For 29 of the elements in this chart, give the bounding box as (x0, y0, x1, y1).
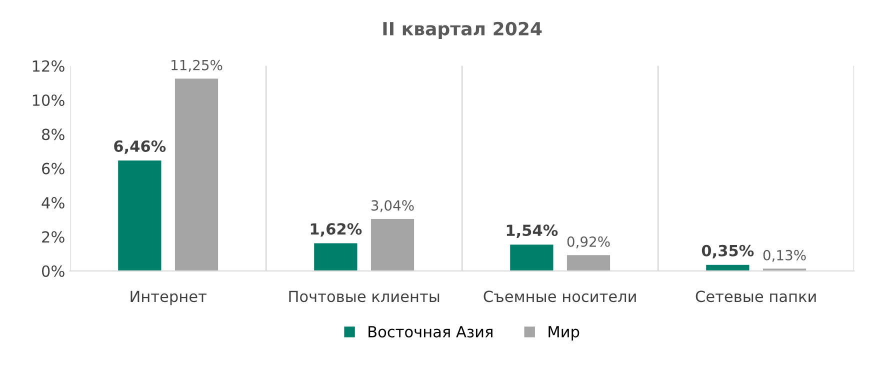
data-label: 0,92% (567, 236, 610, 248)
y-tick-label: 12% (32, 60, 64, 72)
bar (174, 78, 218, 271)
data-label: 3,04% (372, 200, 414, 212)
chart-title: II квартал 2024 (383, 22, 542, 39)
data-label: 6,46% (114, 140, 166, 154)
legend-label: Мир (548, 326, 580, 340)
y-tick-label: 8% (42, 128, 64, 140)
bar (566, 255, 610, 271)
data-label: 1,54% (506, 224, 558, 238)
bar (314, 243, 358, 271)
y-tick-label: 4% (42, 196, 64, 209)
x-tick-label: Интернет (130, 290, 206, 306)
y-tick-label: 0% (42, 265, 64, 277)
data-label: 0,35% (702, 244, 754, 258)
legend-label: Восточная Азия (368, 326, 492, 338)
data-label: 11,25% (172, 60, 222, 72)
x-tick-label: Почтовые клиенты (289, 290, 440, 302)
x-tick-label: Сетевые папки (696, 290, 816, 302)
bar (706, 264, 750, 271)
data-label: 1,62% (310, 223, 362, 237)
y-tick-label: 10% (32, 94, 64, 106)
data-label: 0,13% (763, 250, 806, 262)
y-tick-label: 6% (42, 162, 64, 174)
bar (510, 244, 554, 271)
bar (370, 218, 414, 271)
y-tick-label: 2% (42, 231, 64, 243)
bar (118, 160, 162, 271)
x-tick-label: Съемные носители (484, 290, 636, 302)
